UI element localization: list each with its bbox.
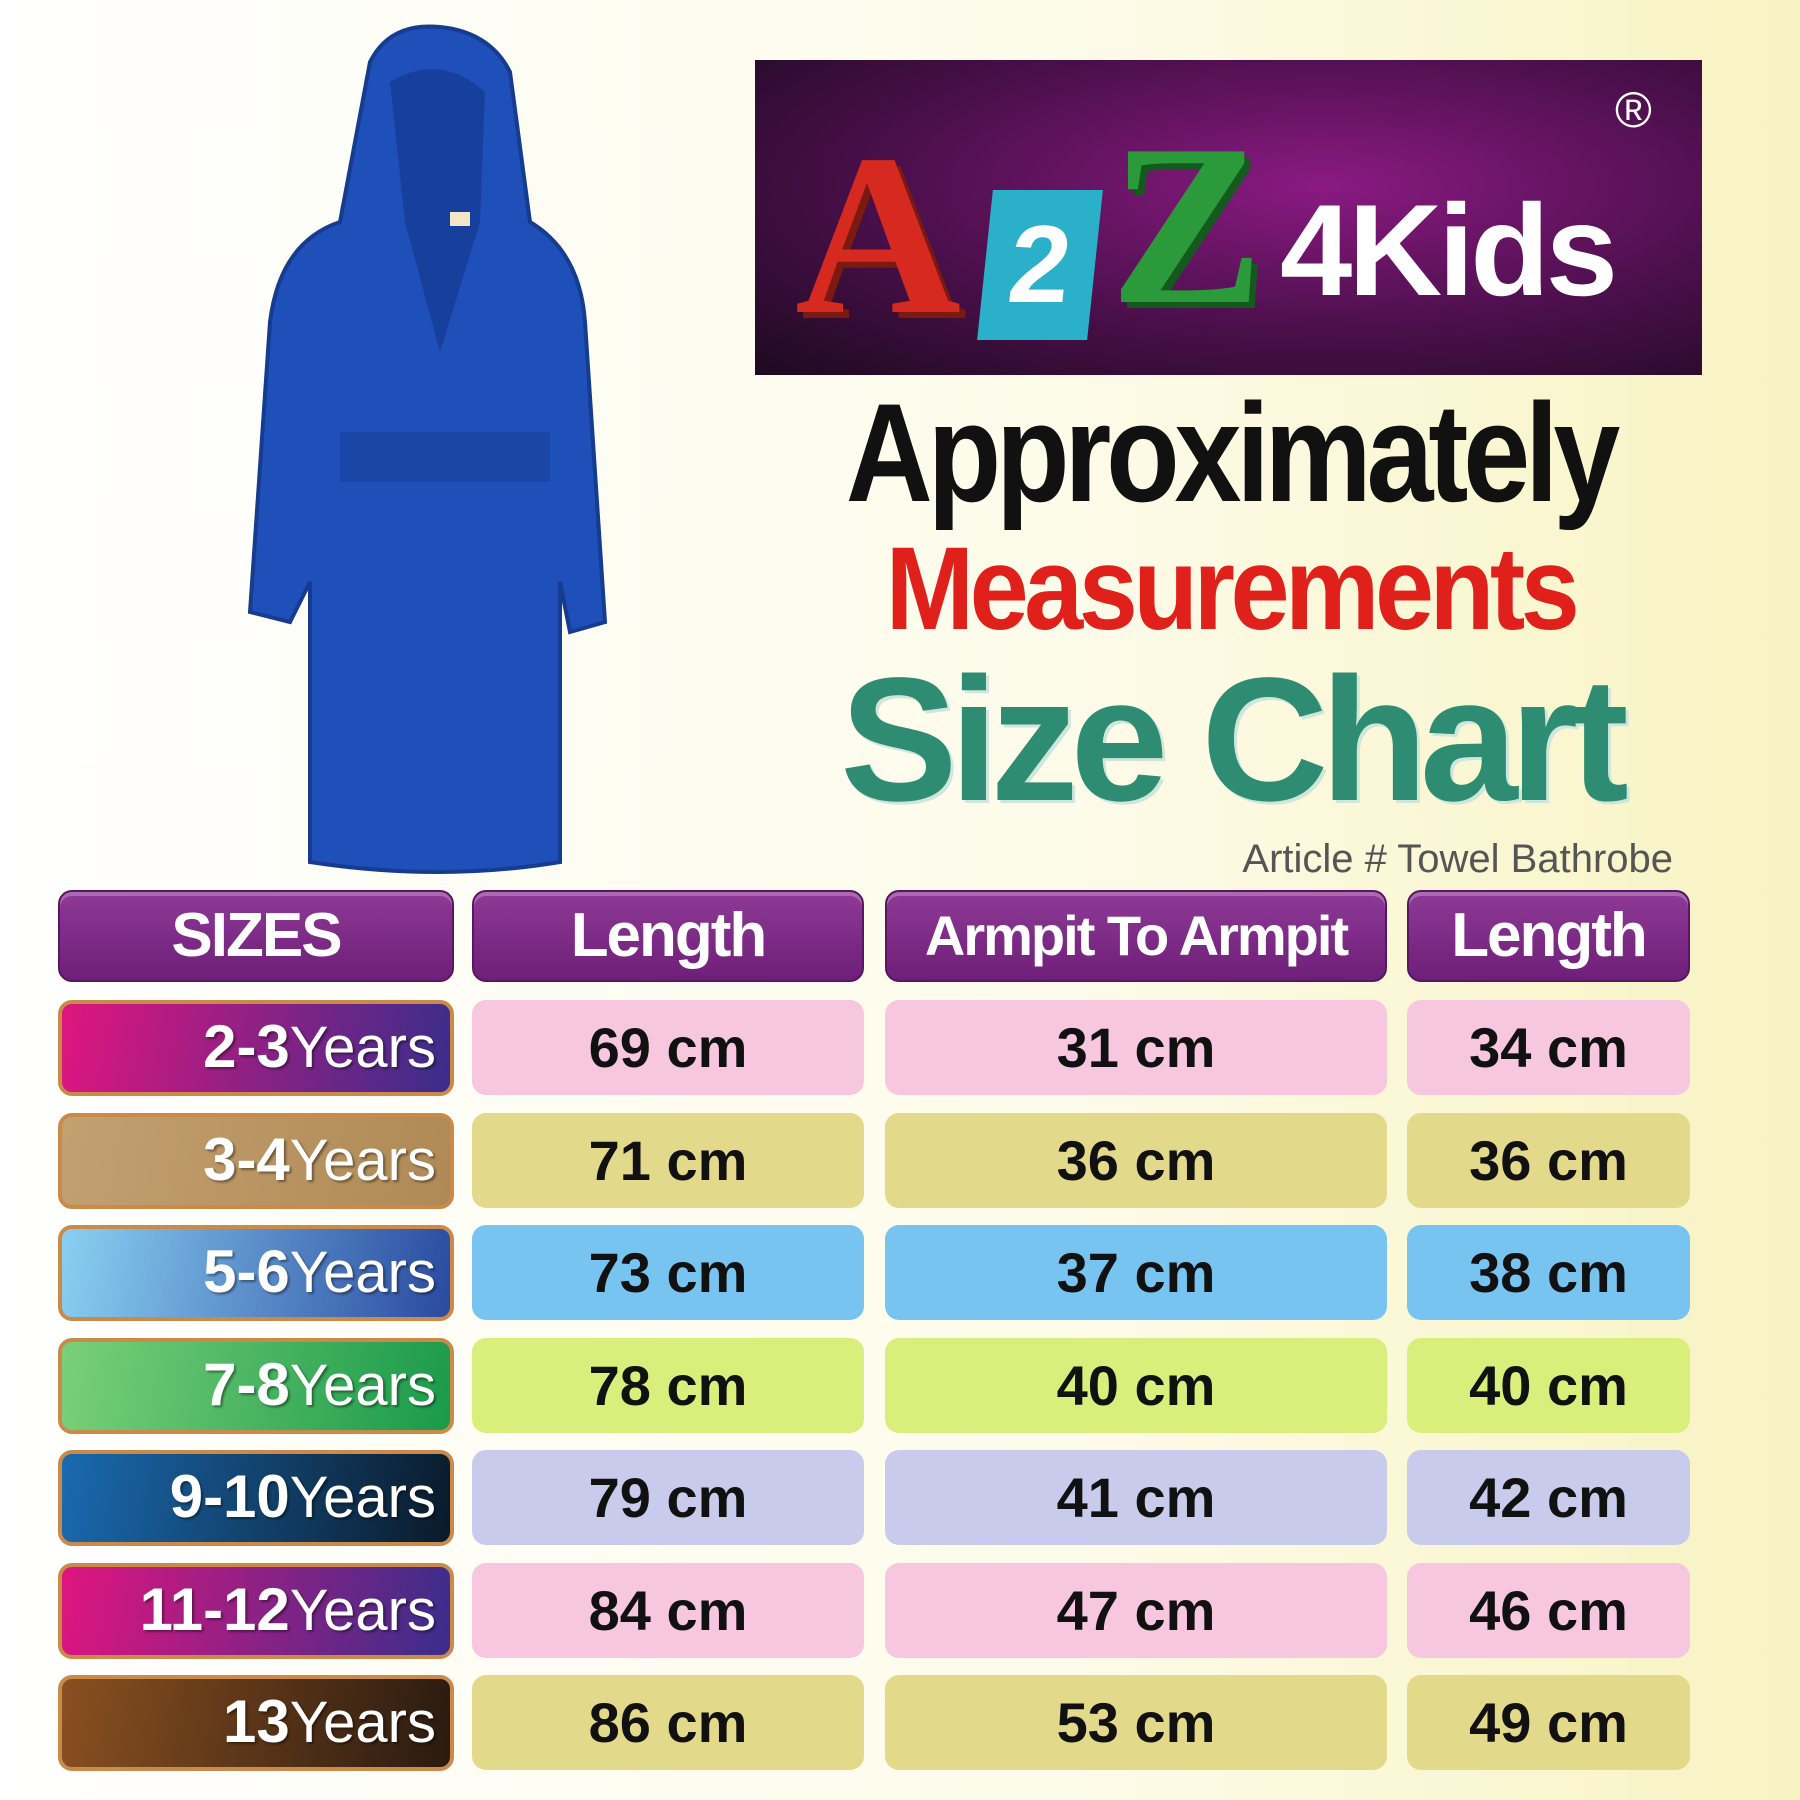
length-cell: 78 cm <box>472 1337 864 1433</box>
size-unit: Years <box>289 1690 436 1755</box>
armpit-cell: 37 cm <box>885 1225 1387 1320</box>
size-unit: Years <box>289 1015 436 1080</box>
length-cell: 71 cm <box>472 1112 864 1208</box>
logo-4kids: 4Kids <box>1280 177 1618 323</box>
size-range: 5-6 <box>203 1238 290 1305</box>
length-cell: 79 cm <box>472 1450 864 1545</box>
size-label: 11-12Years <box>58 1562 454 1659</box>
sleeve-length-cell: 42 cm <box>1407 1450 1690 1545</box>
logo-shopping-bag-2: 2 <box>977 190 1103 340</box>
armpit-cell: 36 cm <box>885 1112 1387 1208</box>
size-range: 9-10 <box>169 1463 290 1530</box>
sleeve-length-cell: 36 cm <box>1407 1112 1690 1208</box>
size-range: 3-4 <box>203 1125 290 1193</box>
bathrobe-image <box>247 24 608 874</box>
sleeve-length-cell: 46 cm <box>1407 1562 1690 1658</box>
header-sleeve-length: Length <box>1407 890 1690 982</box>
armpit-cell: 31 cm <box>885 1000 1387 1095</box>
length-cell: 86 cm <box>472 1675 864 1770</box>
logo-letter-a: A <box>795 107 962 362</box>
length-cell: 73 cm <box>472 1225 864 1320</box>
size-unit: Years <box>289 1352 436 1418</box>
size-label: 7-8Years <box>58 1337 454 1434</box>
size-unit: Years <box>289 1465 436 1530</box>
size-range: 11-12 <box>139 1575 290 1643</box>
size-label: 3-4Years <box>58 1112 454 1209</box>
size-range: 13 <box>223 1688 290 1755</box>
sleeve-length-cell: 38 cm <box>1407 1225 1690 1320</box>
sleeve-length-cell: 49 cm <box>1407 1675 1690 1770</box>
armpit-cell: 40 cm <box>885 1337 1387 1433</box>
header-sizes: SIZES <box>58 890 454 982</box>
size-label: 2-3Years <box>58 1000 454 1096</box>
title-size-chart: Size Chart <box>840 642 1629 838</box>
sleeve-length-cell: 40 cm <box>1407 1337 1690 1433</box>
size-range: 2-3 <box>203 1013 290 1080</box>
size-label: 5-6Years <box>58 1225 454 1321</box>
length-cell: 69 cm <box>472 1000 864 1095</box>
size-range: 7-8 <box>203 1350 290 1418</box>
armpit-cell: 47 cm <box>885 1562 1387 1658</box>
size-unit: Years <box>289 1127 436 1193</box>
article-label: Article # Towel Bathrobe <box>1242 837 1673 881</box>
header-length: Length <box>472 890 864 982</box>
size-label: 13Years <box>58 1675 454 1771</box>
armpit-cell: 53 cm <box>885 1675 1387 1770</box>
logo-letter-z: Z <box>1110 97 1264 352</box>
header-armpit-to-armpit: Armpit To Armpit <box>885 890 1387 982</box>
length-cell: 84 cm <box>472 1562 864 1658</box>
brand-logo-banner: A 2 Z 4Kids ® <box>755 60 1702 375</box>
size-unit: Years <box>289 1577 436 1643</box>
registered-mark: ® <box>1615 82 1652 138</box>
armpit-cell: 41 cm <box>885 1450 1387 1545</box>
title-approximately: Approximately <box>845 374 1620 531</box>
sleeve-length-cell: 34 cm <box>1407 1000 1690 1095</box>
title-measurements: Measurements <box>885 523 1580 655</box>
size-unit: Years <box>289 1240 436 1305</box>
size-label: 9-10Years <box>58 1450 454 1546</box>
